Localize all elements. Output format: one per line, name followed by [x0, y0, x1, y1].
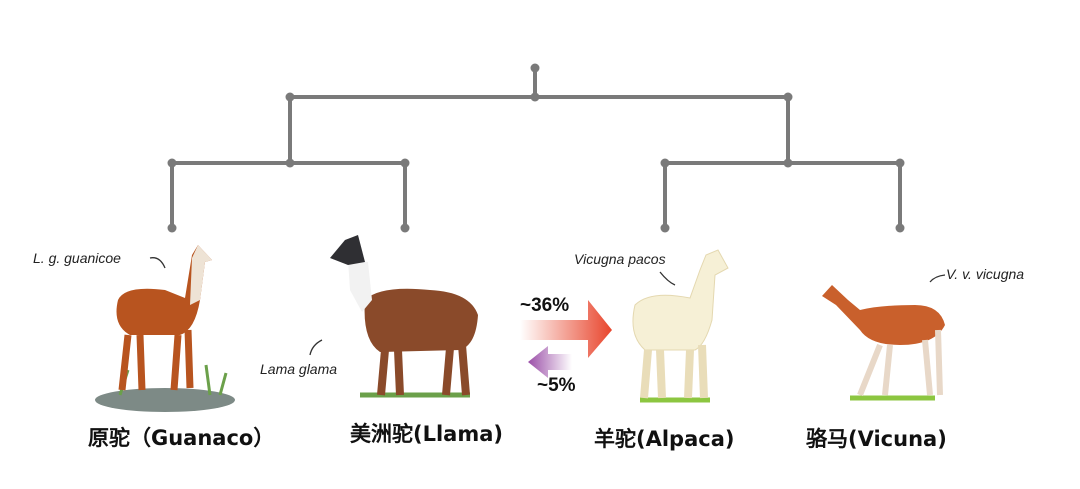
phylogenetic-tree [170, 66, 902, 230]
tree-nodes [167, 63, 905, 233]
llama-illustration [330, 235, 478, 398]
common-name-alpaca: 羊驼(Alpaca) [594, 427, 735, 451]
common-name-vicuna: 骆马(Vicuna) [806, 427, 947, 451]
scientific-name-vicuna: V. v. vicugna [946, 266, 1025, 282]
scientific-name-llama: Lama glama [260, 361, 338, 377]
scientific-name-guanaco: L. g. guanicoe [33, 250, 121, 266]
vicugna-branch [663, 95, 902, 230]
common-name-llama: 美洲驼(Llama) [350, 422, 503, 446]
gene-flow-arrow-36 [520, 300, 612, 358]
scientific-name-alpaca: Vicugna pacos [574, 251, 666, 267]
gene-flow-label-5: ~5% [537, 375, 576, 396]
annotation-pointers [149, 257, 946, 356]
vicuna-illustration [822, 285, 945, 401]
gene-flow-label-36: ~36% [520, 295, 570, 316]
common-name-guanaco: 原驼（Guanaco） [88, 426, 275, 450]
alpaca-illustration [632, 249, 729, 403]
gene-flow-arrow-5 [528, 346, 572, 378]
guanaco-illustration [95, 245, 235, 412]
